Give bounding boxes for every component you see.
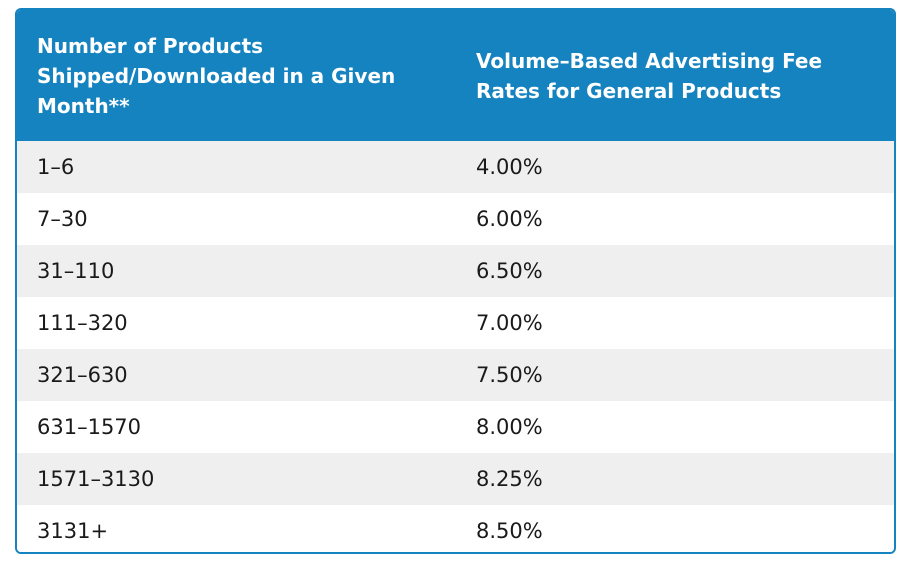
fee-rate-cell: 8.00% bbox=[476, 415, 543, 439]
fee-rate-cell: 8.50% bbox=[476, 519, 543, 543]
header-cell-products: Number of Products Shipped/Downloaded in… bbox=[17, 10, 458, 141]
table-row: 1–6 4.00% bbox=[17, 141, 894, 193]
header-fee-rates-label: Volume–Based Advertising Fee Rates for G… bbox=[476, 48, 823, 103]
table-header: Number of Products Shipped/Downloaded in… bbox=[17, 10, 894, 141]
fee-rate-table: Number of Products Shipped/Downloaded in… bbox=[15, 8, 896, 554]
table-row: 1571–3130 8.25% bbox=[17, 453, 894, 505]
header-cell-fee-rates: Volume–Based Advertising Fee Rates for G… bbox=[458, 10, 894, 141]
fee-rate-cell: 7.00% bbox=[476, 311, 543, 335]
fee-rate-cell: 8.25% bbox=[476, 467, 543, 491]
table-row: 7–30 6.00% bbox=[17, 193, 894, 245]
products-range-cell: 111–320 bbox=[37, 311, 128, 335]
table-body: 1–6 4.00% 7–30 6.00% 31–110 6.50% 111–32… bbox=[17, 141, 894, 552]
fee-rate-cell: 7.50% bbox=[476, 363, 543, 387]
fee-rate-cell: 6.50% bbox=[476, 259, 543, 283]
table-row: 321–630 7.50% bbox=[17, 349, 894, 401]
table-row: 631–1570 8.00% bbox=[17, 401, 894, 453]
products-range-cell: 3131+ bbox=[37, 519, 109, 543]
fee-rate-cell: 6.00% bbox=[476, 207, 543, 231]
products-range-cell: 1–6 bbox=[37, 155, 75, 179]
header-products-label: Number of Products Shipped/Downloaded in… bbox=[37, 33, 396, 118]
table-row: 31–110 6.50% bbox=[17, 245, 894, 297]
table-row: 3131+ 8.50% bbox=[17, 505, 894, 552]
products-range-cell: 7–30 bbox=[37, 207, 88, 231]
products-range-cell: 1571–3130 bbox=[37, 467, 155, 491]
table-row: 111–320 7.00% bbox=[17, 297, 894, 349]
products-range-cell: 631–1570 bbox=[37, 415, 142, 439]
products-range-cell: 31–110 bbox=[37, 259, 115, 283]
fee-rate-cell: 4.00% bbox=[476, 155, 543, 179]
products-range-cell: 321–630 bbox=[37, 363, 128, 387]
